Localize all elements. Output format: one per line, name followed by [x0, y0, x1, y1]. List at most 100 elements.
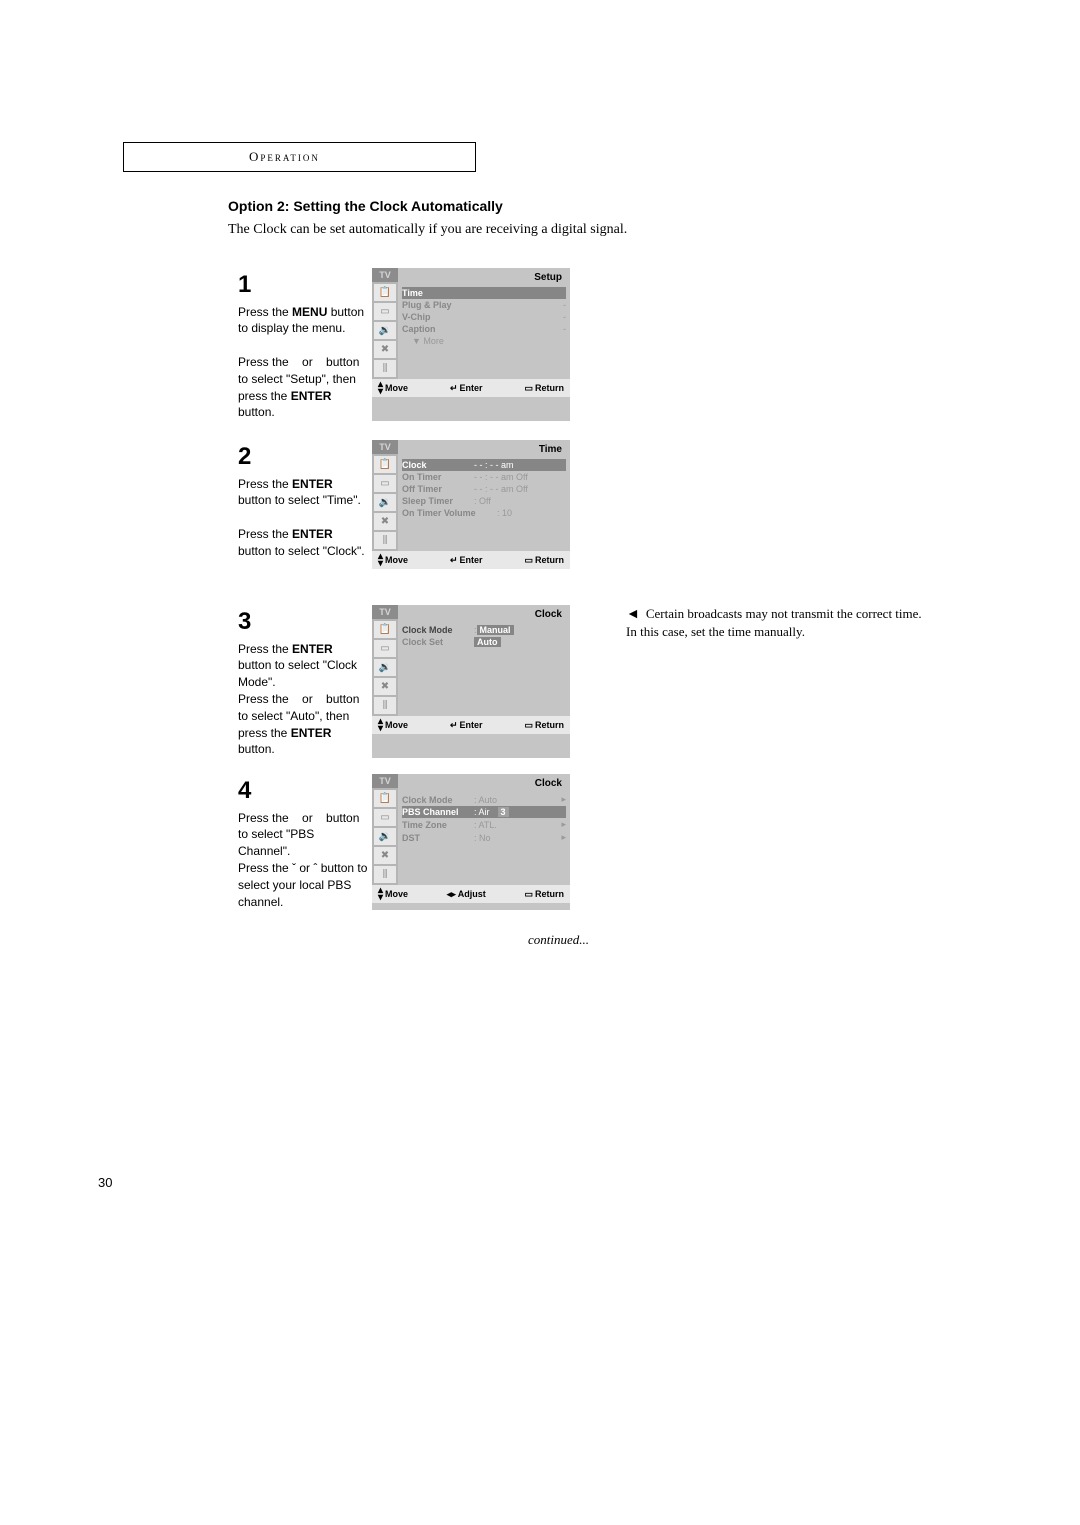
osd-row-label: PBS Channel	[402, 807, 474, 817]
picture-icon: ▭	[374, 809, 396, 826]
setup-icon: 📋	[374, 621, 396, 638]
step-2-text: 2 Press the ENTER button to select "Time…	[238, 440, 372, 569]
tv-tab: TV	[372, 774, 398, 788]
osd-footer: ▴▾ Move ◂▸ Adjust ▭ Return	[372, 885, 570, 903]
osd-row-label: Clock Mode	[402, 625, 474, 635]
page-number: 30	[98, 1175, 112, 1190]
setup-icon: 📋	[374, 284, 396, 301]
step-3-text: 3 Press the ENTER button to select "Cloc…	[238, 605, 372, 758]
operation-header: Operation	[123, 142, 476, 172]
picture-icon: ▭	[374, 303, 396, 320]
operation-label: Operation	[249, 149, 320, 165]
footer-enter: Enter	[460, 720, 483, 730]
osd-footer: ▴▾ Move ↵ Enter ▭ Return	[372, 379, 570, 397]
osd-footer: ▴▾ Move ↵ Enter ▭ Return	[372, 716, 570, 734]
section-title: Option 2: Setting the Clock Automaticall…	[228, 198, 503, 214]
osd-row-val: : No	[474, 833, 491, 843]
footer-adjust: Adjust	[458, 889, 486, 899]
osd-row-label: DST	[402, 833, 474, 843]
osd-row-val: - - : - - am	[474, 460, 514, 470]
step-number: 2	[238, 440, 368, 474]
footer-return: Return	[535, 555, 564, 565]
sliders-icon: ⫼	[374, 532, 396, 549]
channel-icon: ✖	[374, 678, 396, 695]
footer-return: Return	[535, 383, 564, 393]
osd-row-label: Caption	[402, 324, 474, 334]
sound-icon: 🔉	[374, 659, 396, 676]
step-1: 1 Press the MENU button to display the m…	[238, 268, 570, 421]
osd-row-label: On Timer	[402, 472, 474, 482]
osd-row-label: Clock Mode	[402, 795, 474, 805]
osd-row-val: : Auto	[474, 795, 497, 805]
osd-clock-2: TV 📋 ▭ 🔉 ✖ ⫼ Clock Clock Mode: Auto▸ PBS…	[372, 774, 570, 910]
footer-return: Return	[535, 889, 564, 899]
step-2: 2 Press the ENTER button to select "Time…	[238, 440, 570, 569]
step-1-text: 1 Press the MENU button to display the m…	[238, 268, 372, 421]
osd-row-val: : Off	[474, 496, 491, 506]
osd-row-label: Sleep Timer	[402, 496, 474, 506]
section-desc: The Clock can be set automatically if yo…	[228, 222, 627, 238]
setup-icon: 📋	[374, 456, 396, 473]
note-text: Certain broadcasts may not transmit the …	[626, 606, 922, 639]
osd-title: Clock	[535, 778, 562, 789]
osd-row-val: -	[563, 312, 566, 322]
step-3: 3 Press the ENTER button to select "Cloc…	[238, 605, 570, 758]
step-4: 4 Press the or button to select "PBS Cha…	[238, 774, 570, 910]
osd-row-val: -	[563, 324, 566, 334]
note: ◄Certain broadcasts may not transmit the…	[626, 606, 926, 641]
osd-more: ▼ More	[402, 336, 444, 346]
osd-setup: TV 📋 ▭ 🔉 ✖ ⫼ Setup Time Plug & Play - V-C…	[372, 268, 570, 421]
sliders-icon: ⫼	[374, 360, 396, 377]
osd-title: Clock	[535, 609, 562, 620]
osd-row-val: : Air	[474, 807, 490, 817]
footer-move: Move	[385, 889, 408, 899]
osd-row-val2: 3	[498, 807, 509, 817]
osd-title: Setup	[534, 272, 562, 283]
note-arrow-icon: ◄	[626, 607, 640, 622]
osd-row-label: Time Zone	[402, 820, 474, 830]
footer-enter: Enter	[460, 555, 483, 565]
tv-tab: TV	[372, 268, 398, 282]
setup-icon: 📋	[374, 790, 396, 807]
osd-row-label: Clock	[402, 460, 474, 470]
sliders-icon: ⫼	[374, 866, 396, 883]
osd-time: TV 📋 ▭ 🔉 ✖ ⫼ Time Clock- - : - - am On T…	[372, 440, 570, 569]
picture-icon: ▭	[374, 475, 396, 492]
osd-row-val: Manual	[477, 625, 514, 635]
channel-icon: ✖	[374, 847, 396, 864]
footer-return: Return	[535, 720, 564, 730]
osd-footer: ▴▾ Move ↵ Enter ▭ Return	[372, 551, 570, 569]
osd-row-val: : ATL.	[474, 820, 497, 830]
osd-row-val: - - : - - am Off	[474, 484, 528, 494]
sound-icon: 🔉	[374, 322, 396, 339]
footer-enter: Enter	[460, 383, 483, 393]
osd-row-label: Plug & Play	[402, 300, 474, 310]
continued-text: continued...	[528, 932, 589, 948]
step-number: 3	[238, 605, 368, 639]
step-number: 4	[238, 774, 368, 808]
osd-row-label: Time	[402, 288, 474, 298]
osd-row-val: - - : - - am Off	[474, 472, 528, 482]
osd-row-label: V-Chip	[402, 312, 474, 322]
picture-icon: ▭	[374, 640, 396, 657]
osd-row-val: -	[563, 300, 566, 310]
step-4-text: 4 Press the or button to select "PBS Cha…	[238, 774, 372, 910]
osd-title: Time	[539, 444, 562, 455]
channel-icon: ✖	[374, 341, 396, 358]
footer-move: Move	[385, 383, 408, 393]
channel-icon: ✖	[374, 513, 396, 530]
tv-tab: TV	[372, 605, 398, 619]
osd-clock: TV 📋 ▭ 🔉 ✖ ⫼ Clock Clock Mode: Manual Cl…	[372, 605, 570, 758]
footer-move: Move	[385, 720, 408, 730]
sliders-icon: ⫼	[374, 697, 396, 714]
osd-row-val: Auto	[474, 637, 501, 647]
sound-icon: 🔉	[374, 494, 396, 511]
osd-row-label: Clock Set	[402, 637, 474, 647]
tv-tab: TV	[372, 440, 398, 454]
step-number: 1	[238, 268, 368, 302]
osd-row-val: : 10	[497, 508, 512, 518]
footer-move: Move	[385, 555, 408, 565]
sound-icon: 🔉	[374, 828, 396, 845]
osd-row-label: On Timer Volume	[402, 508, 497, 518]
osd-row-label: Off Timer	[402, 484, 474, 494]
